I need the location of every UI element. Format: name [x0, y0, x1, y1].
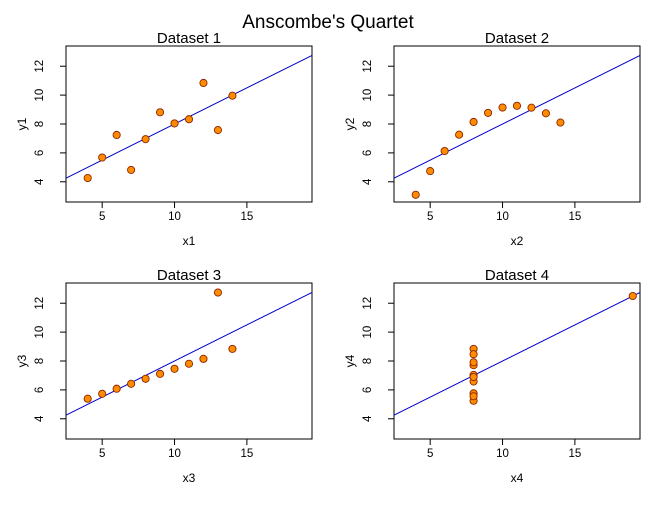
panel-2-data-point [469, 117, 478, 127]
panel-1-y-tick-label: 12 [34, 60, 46, 73]
panel-4-y-tick-label: 4 [362, 415, 374, 422]
panel-2-frame [393, 45, 641, 203]
panel-4-x-axis-label: x4 [511, 471, 524, 485]
panel-2-data-point [426, 167, 435, 176]
panel-2: Dataset 2 5 10 15 4 6 8 10 12 x2 y2 [343, 30, 641, 248]
panel-1-y-tick-label: 6 [34, 150, 46, 156]
panel-3-x-tick-label: 10 [168, 448, 181, 460]
panel-3-x-tick-label: 15 [240, 448, 253, 460]
panel-1-x-tick-label: 10 [168, 211, 181, 223]
panel-1-frame [65, 45, 313, 203]
panel-4-regression-line [394, 291, 640, 416]
panel-1-title: Dataset 1 [157, 30, 221, 47]
panel-2-y-tick-label: 6 [362, 150, 374, 156]
panel-1-x-axis-label: x1 [183, 234, 196, 248]
panel-4-data-point [469, 358, 478, 367]
panel-4-data-point [469, 350, 478, 359]
panel-4-y-tick-label: 12 [362, 297, 374, 310]
panel-2-data-point [541, 109, 550, 118]
panel-3-y-tick-label: 8 [34, 358, 46, 364]
panel-1-data-point [184, 115, 194, 124]
panel-2-y-tick-label: 12 [362, 60, 374, 73]
panel-2-title: Dataset 2 [485, 30, 549, 47]
panel-2-y-tick-label: 10 [362, 89, 374, 102]
panel-3-data-point [127, 379, 136, 388]
panel-1-data-point [83, 173, 92, 183]
panel-2-data-point [498, 103, 507, 112]
panel-3-data-point [98, 389, 107, 398]
panel-2-y-tick-label: 8 [362, 121, 374, 127]
panel-3-data-point [213, 288, 222, 297]
panel-3-y-tick-label: 12 [34, 297, 46, 310]
panel-2-regression-line [394, 54, 640, 179]
panel-3-x-axis-label: x3 [183, 471, 196, 485]
panel-2-data-point [556, 118, 565, 127]
panel-1-x-tick-label: 15 [240, 211, 253, 223]
panel-3-x-tick-label: 5 [99, 448, 105, 460]
panel-3-y-tick-label: 6 [34, 387, 46, 393]
panel-4-x-tick-label: 15 [568, 448, 581, 460]
panel-1-data-point [141, 135, 150, 144]
panel-1-y-axis-label: y1 [15, 117, 29, 130]
panel-1-y-tick-label: 8 [34, 121, 46, 127]
panel-1-data-point [98, 153, 107, 162]
figure-title: Anscombe's Quartet [242, 12, 414, 33]
panel-2-x-tick-label: 10 [496, 211, 509, 223]
panel-4-y-tick-label: 8 [362, 358, 374, 364]
panel-4-x-tick-label: 5 [427, 448, 433, 460]
panel-4-x-tick-label: 10 [496, 448, 509, 460]
panel-2-data-point [484, 108, 493, 117]
panel-3-data-point [112, 384, 121, 393]
panel-4-title: Dataset 4 [485, 267, 549, 284]
panel-4-data-point [469, 392, 478, 401]
panel-3-y-axis-label: y3 [15, 354, 29, 367]
panel-2-y-tick-label: 4 [362, 178, 374, 185]
panel-3-title: Dataset 3 [157, 267, 221, 284]
panel-2-y-axis-label: y2 [343, 117, 357, 130]
panel-2-data-point [440, 146, 449, 156]
panel-3-data-point [156, 369, 165, 378]
panel-1-y-tick-label: 10 [34, 89, 46, 102]
panel-2-data-point [455, 130, 464, 139]
panel-4: Dataset 4 5 10 15 4 6 8 10 12 x4 y4 [343, 267, 641, 485]
panel-1-data-point [127, 165, 136, 174]
panel-1-data-point [199, 78, 208, 88]
panel-1-y-tick-label: 4 [34, 178, 46, 185]
panel-4-data-point [628, 291, 637, 301]
panel-3-data-point [184, 359, 194, 368]
panel-2-x-tick-label: 5 [427, 211, 433, 223]
panel-1-data-point [228, 91, 237, 100]
panel-1-data-point [156, 108, 165, 117]
panel-4-data-point [469, 372, 478, 382]
panel-3-data-point [141, 374, 150, 383]
panel-2-data-point [411, 190, 420, 199]
panel-2-x-tick-label: 15 [568, 211, 581, 223]
panel-3-regression-line [66, 291, 312, 416]
panel-4-y-axis-label: y4 [343, 354, 357, 367]
panel-1-x-tick-label: 5 [99, 211, 105, 223]
panel-1-data-point [112, 130, 121, 140]
panel-3-data-point [228, 344, 237, 353]
panel-4-y-tick-label: 10 [362, 326, 374, 339]
panels-container: Dataset 1 5 10 15 4 6 8 10 12 x1 y1 Dataset 2 5 10 15 4… [15, 30, 641, 485]
panel-2-x-axis-label: x2 [511, 234, 524, 248]
panel-3-data-point [83, 394, 92, 403]
panel-4-y-tick-label: 6 [362, 387, 374, 393]
panel-2-data-point [527, 103, 536, 112]
panel-3-y-tick-label: 4 [34, 415, 46, 422]
panel-1: Dataset 1 5 10 15 4 6 8 10 12 x1 y1 [15, 30, 313, 248]
panel-3-data-point [170, 364, 179, 373]
panel-1-data-point [213, 126, 222, 135]
panel-4-frame [393, 282, 641, 440]
panel-2-data-point [512, 101, 522, 110]
panel-3: Dataset 3 5 10 15 4 6 8 10 12 x3 y3 [15, 267, 313, 485]
panel-3-data-point [199, 354, 208, 363]
panel-1-data-point [170, 119, 179, 128]
panel-3-y-tick-label: 10 [34, 326, 46, 339]
